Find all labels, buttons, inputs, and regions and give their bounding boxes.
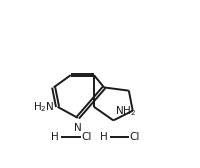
Text: H: H (51, 132, 59, 142)
Text: NH$_2$: NH$_2$ (115, 104, 136, 118)
Text: Cl: Cl (130, 132, 140, 142)
Text: H$_2$N: H$_2$N (33, 100, 54, 114)
Text: Cl: Cl (82, 132, 92, 142)
Text: N: N (74, 123, 82, 133)
Text: H: H (100, 132, 108, 142)
